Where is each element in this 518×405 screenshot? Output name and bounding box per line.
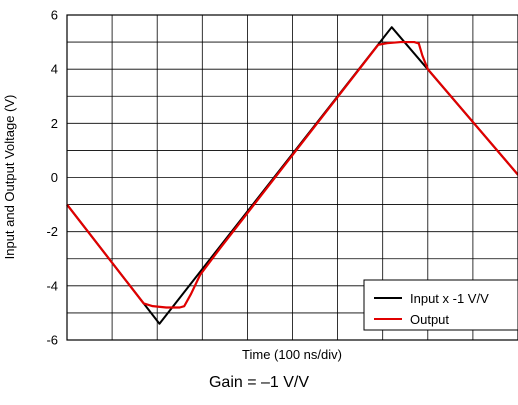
y-tick-label: 2 xyxy=(51,116,58,131)
y-tick-labels: -6 -4 -2 0 2 4 6 xyxy=(46,8,58,348)
y-axis-label: Input and Output Voltage (V) xyxy=(2,95,17,260)
y-tick-label: -4 xyxy=(46,278,58,293)
series-line-output xyxy=(66,40,518,309)
chart-caption: Gain = –1 V/V xyxy=(208,374,310,391)
y-tick-label: -2 xyxy=(46,224,58,239)
y-tick-label: 4 xyxy=(51,62,58,77)
legend: Input x -1 V/V Output xyxy=(363,279,518,331)
plot-frame xyxy=(66,14,518,341)
legend-box xyxy=(363,279,518,331)
y-tick-label: -6 xyxy=(46,333,58,348)
x-axis-label: Time (100 ns/div) xyxy=(242,347,342,362)
legend-label-input: Input x -1 V/V xyxy=(410,291,489,306)
y-tick-label: 6 xyxy=(51,8,58,23)
legend-label-output: Output xyxy=(410,312,449,327)
y-tick-label: 0 xyxy=(51,170,58,185)
series-group xyxy=(66,26,518,325)
